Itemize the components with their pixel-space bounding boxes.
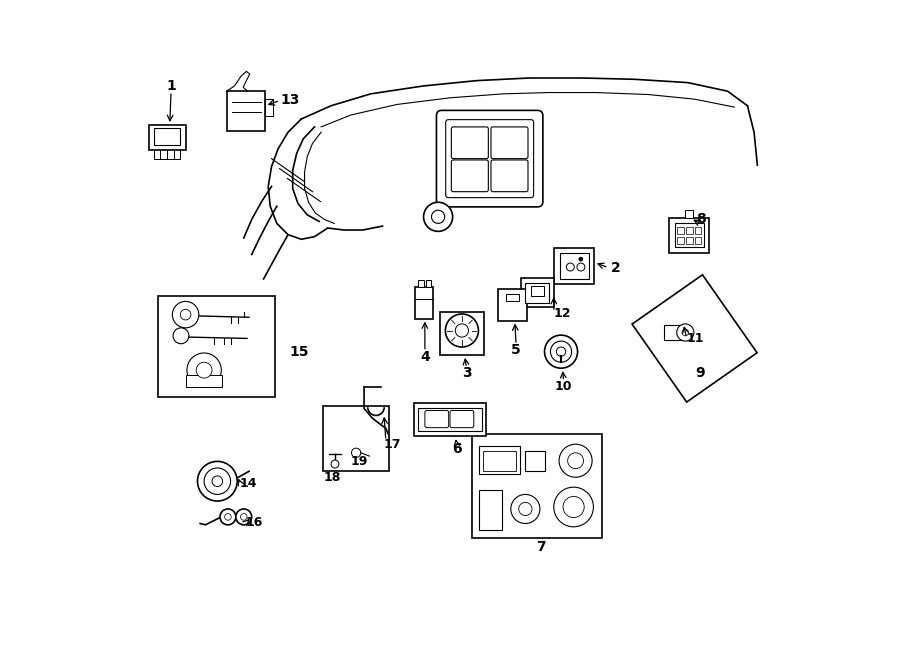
Bar bbox=[506, 294, 518, 301]
Circle shape bbox=[577, 263, 585, 271]
Text: 12: 12 bbox=[554, 307, 572, 321]
Circle shape bbox=[677, 324, 694, 341]
FancyBboxPatch shape bbox=[425, 410, 449, 428]
Bar bbox=[483, 451, 516, 471]
Bar bbox=[418, 408, 482, 431]
Text: 1: 1 bbox=[166, 79, 176, 93]
Bar bbox=[685, 210, 693, 218]
Circle shape bbox=[568, 453, 583, 469]
Circle shape bbox=[556, 347, 566, 356]
Text: 2: 2 bbox=[610, 260, 620, 275]
Polygon shape bbox=[632, 275, 757, 402]
FancyBboxPatch shape bbox=[491, 160, 528, 192]
Text: 3: 3 bbox=[462, 366, 472, 381]
Circle shape bbox=[331, 460, 339, 468]
Bar bbox=[323, 406, 389, 471]
Circle shape bbox=[518, 502, 532, 516]
Circle shape bbox=[544, 335, 578, 368]
Text: 16: 16 bbox=[246, 516, 263, 529]
Text: 6: 6 bbox=[452, 442, 462, 457]
FancyBboxPatch shape bbox=[450, 410, 473, 428]
Circle shape bbox=[551, 341, 572, 362]
Circle shape bbox=[173, 301, 199, 328]
FancyBboxPatch shape bbox=[446, 120, 534, 198]
Bar bbox=[686, 227, 693, 234]
Bar bbox=[479, 490, 502, 530]
Circle shape bbox=[204, 468, 230, 494]
Bar bbox=[472, 434, 602, 538]
Text: 15: 15 bbox=[290, 344, 309, 359]
Bar bbox=[560, 253, 589, 279]
Bar bbox=[148, 125, 185, 150]
Circle shape bbox=[187, 353, 221, 387]
Bar bbox=[185, 375, 222, 387]
Bar bbox=[678, 227, 684, 234]
Text: 5: 5 bbox=[511, 343, 521, 358]
Circle shape bbox=[511, 494, 540, 524]
Text: 14: 14 bbox=[239, 477, 257, 490]
Circle shape bbox=[563, 496, 584, 518]
Bar bbox=[479, 446, 520, 474]
FancyBboxPatch shape bbox=[451, 127, 489, 159]
Bar bbox=[526, 283, 549, 303]
Circle shape bbox=[220, 509, 236, 525]
Circle shape bbox=[240, 514, 248, 520]
Text: 10: 10 bbox=[555, 380, 572, 393]
Bar bbox=[265, 99, 273, 116]
Circle shape bbox=[431, 210, 445, 223]
Circle shape bbox=[212, 476, 222, 486]
Circle shape bbox=[455, 324, 469, 337]
Text: 13: 13 bbox=[281, 93, 300, 108]
Bar bbox=[154, 128, 180, 145]
Text: 11: 11 bbox=[687, 332, 704, 345]
Bar bbox=[158, 296, 275, 397]
Circle shape bbox=[424, 202, 453, 231]
Bar bbox=[521, 278, 553, 307]
Circle shape bbox=[579, 257, 583, 261]
Bar bbox=[678, 237, 684, 244]
Circle shape bbox=[352, 448, 361, 457]
Bar bbox=[427, 280, 431, 287]
FancyBboxPatch shape bbox=[436, 110, 543, 207]
Circle shape bbox=[682, 329, 688, 336]
Text: 17: 17 bbox=[383, 438, 400, 451]
Bar bbox=[415, 287, 434, 319]
Circle shape bbox=[566, 263, 574, 271]
Text: 8: 8 bbox=[697, 212, 706, 227]
Bar bbox=[526, 451, 545, 471]
Bar bbox=[227, 91, 265, 131]
Bar bbox=[440, 312, 483, 355]
FancyBboxPatch shape bbox=[491, 127, 528, 159]
Text: 4: 4 bbox=[420, 350, 430, 364]
Bar bbox=[670, 218, 709, 253]
Text: 7: 7 bbox=[536, 540, 546, 555]
Circle shape bbox=[559, 444, 592, 477]
Bar bbox=[695, 237, 701, 244]
Circle shape bbox=[173, 328, 189, 344]
Bar bbox=[663, 325, 683, 340]
Circle shape bbox=[554, 487, 593, 527]
Bar bbox=[695, 227, 701, 234]
Circle shape bbox=[225, 514, 231, 520]
Circle shape bbox=[180, 309, 191, 320]
Text: 19: 19 bbox=[350, 455, 367, 468]
Circle shape bbox=[236, 509, 252, 525]
Circle shape bbox=[196, 362, 212, 378]
Bar bbox=[418, 280, 424, 287]
Bar bbox=[554, 248, 594, 284]
Bar bbox=[498, 289, 526, 321]
Bar bbox=[675, 223, 704, 247]
Text: 9: 9 bbox=[695, 366, 705, 381]
Bar bbox=[686, 237, 693, 244]
Circle shape bbox=[446, 314, 479, 347]
Bar bbox=[414, 403, 486, 436]
Circle shape bbox=[197, 461, 238, 501]
FancyBboxPatch shape bbox=[451, 160, 489, 192]
Text: 18: 18 bbox=[324, 471, 341, 484]
Bar bbox=[531, 286, 544, 296]
